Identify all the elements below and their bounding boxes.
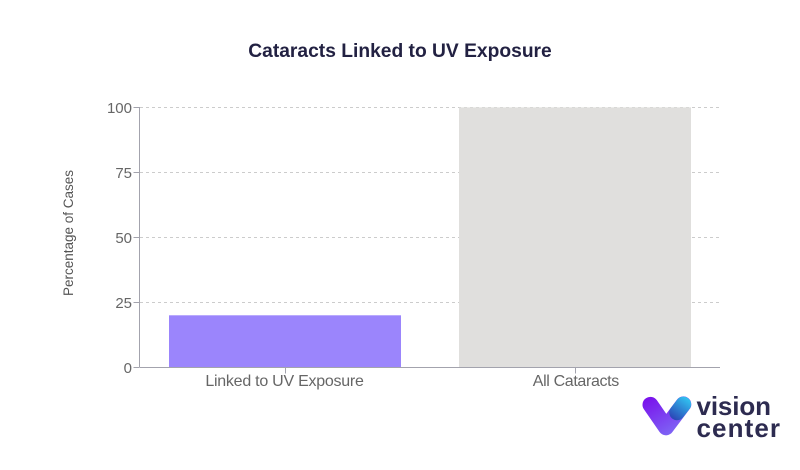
svg-text:Percentage of Cases: Percentage of Cases (61, 170, 76, 296)
svg-text:Cataracts Linked to UV Exposur: Cataracts Linked to UV Exposure (248, 41, 552, 62)
svg-text:0: 0 (124, 360, 132, 377)
svg-text:center: center (697, 413, 781, 443)
svg-text:25: 25 (115, 295, 132, 312)
svg-text:50: 50 (115, 230, 132, 247)
svg-text:75: 75 (115, 165, 132, 182)
svg-text:All Cataracts: All Cataracts (533, 373, 620, 390)
svg-text:100: 100 (107, 100, 132, 117)
svg-text:vision: vision (697, 391, 772, 421)
svg-text:Linked to UV Exposure: Linked to UV Exposure (205, 373, 364, 390)
